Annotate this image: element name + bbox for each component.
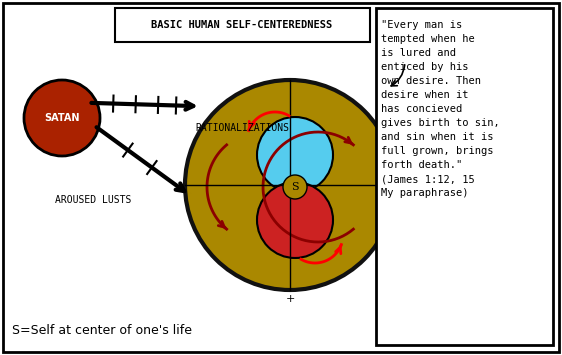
Bar xyxy=(376,8,553,345)
Text: +: + xyxy=(285,294,294,304)
Circle shape xyxy=(257,182,333,258)
Text: "Every man is
tempted when he
is lured and
enticed by his
own desire. Then
desir: "Every man is tempted when he is lured a… xyxy=(381,20,500,198)
Text: BASIC HUMAN SELF-CENTEREDNESS: BASIC HUMAN SELF-CENTEREDNESS xyxy=(151,20,333,30)
Circle shape xyxy=(283,175,307,199)
Text: AROUSED LUSTS: AROUSED LUSTS xyxy=(55,195,132,205)
Text: SATAN: SATAN xyxy=(44,113,80,123)
Circle shape xyxy=(24,80,100,156)
Circle shape xyxy=(185,80,395,290)
Bar xyxy=(115,8,370,42)
Circle shape xyxy=(257,117,333,193)
Text: S: S xyxy=(291,182,299,192)
Text: S=Self at center of one's life: S=Self at center of one's life xyxy=(12,323,192,337)
Text: RATIONALIZATIONS: RATIONALIZATIONS xyxy=(195,123,289,133)
